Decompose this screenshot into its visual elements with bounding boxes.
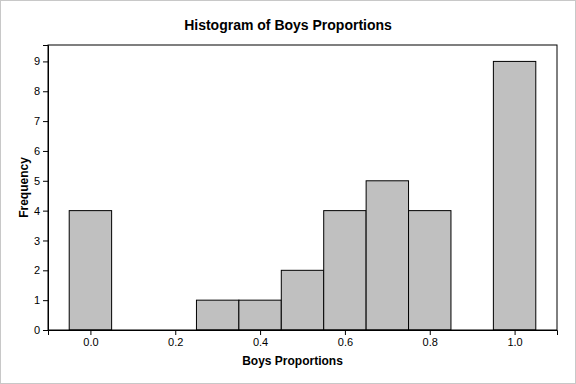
bar bbox=[281, 270, 323, 330]
x-tick-label: 0.0 bbox=[83, 336, 98, 348]
y-tick-label: 5 bbox=[34, 175, 40, 187]
x-axis-line bbox=[49, 331, 558, 336]
y-tick-mark bbox=[43, 240, 48, 241]
chart: 0.0 0.2 0.4 0.6 0.8 1.0 0 1 2 3 4 5 6 7 8 9 Histogram of… bbox=[0, 0, 576, 384]
y-tick-label: 6 bbox=[34, 145, 40, 157]
x-axis-title: Boys Proportions bbox=[242, 354, 343, 368]
x-tick-label: 0.8 bbox=[423, 336, 438, 348]
y-tick-label: 0 bbox=[34, 324, 40, 336]
x-tick: 0.2 bbox=[168, 330, 183, 348]
bars bbox=[69, 61, 536, 330]
y-tick: 6 bbox=[34, 145, 48, 157]
x-axis: 0.0 0.2 0.4 0.6 0.8 1.0 bbox=[49, 330, 558, 348]
y-tick-label: 8 bbox=[34, 85, 40, 97]
x-tick-mark bbox=[515, 330, 516, 335]
x-tick-mark bbox=[260, 330, 261, 335]
x-tick-mark bbox=[90, 330, 91, 335]
y-tick: 1 bbox=[34, 294, 48, 306]
plot-frame bbox=[48, 45, 557, 330]
x-tick-mark bbox=[430, 330, 431, 335]
y-tick-mark bbox=[43, 61, 48, 62]
bar bbox=[493, 61, 535, 330]
x-tick: 0.4 bbox=[253, 330, 268, 348]
y-tick-mark bbox=[43, 151, 48, 152]
x-tick-label: 0.2 bbox=[168, 336, 183, 348]
bar bbox=[196, 300, 238, 330]
y-tick-label: 9 bbox=[34, 55, 40, 67]
y-tick: 9 bbox=[34, 55, 48, 67]
y-tick-mark bbox=[43, 91, 48, 92]
y-tick-label: 2 bbox=[34, 264, 40, 276]
bar bbox=[409, 211, 451, 330]
y-axis-title: Frequency bbox=[17, 157, 31, 218]
y-tick: 5 bbox=[34, 175, 48, 187]
x-tick-label: 1.0 bbox=[507, 336, 522, 348]
plot-area bbox=[48, 45, 557, 330]
y-tick-mark bbox=[43, 330, 48, 331]
y-axis: 0 1 2 3 4 5 6 7 8 9 bbox=[34, 46, 49, 337]
x-tick-mark bbox=[175, 330, 176, 335]
title: Histogram of Boys Proportions bbox=[184, 17, 392, 33]
y-tick: 8 bbox=[34, 85, 48, 97]
y-tick-mark bbox=[43, 300, 48, 301]
y-tick-label: 7 bbox=[34, 115, 40, 127]
bar bbox=[69, 211, 111, 330]
background bbox=[1, 1, 576, 384]
x-tick-label: 0.6 bbox=[338, 336, 353, 348]
y-tick: 2 bbox=[34, 264, 48, 276]
x-tick-mark bbox=[345, 330, 346, 335]
y-tick-label: 4 bbox=[34, 205, 40, 217]
bar bbox=[239, 300, 281, 330]
bar bbox=[366, 181, 408, 330]
x-tick: 0.8 bbox=[423, 330, 438, 348]
x-tick: 0.0 bbox=[83, 330, 98, 348]
y-tick: 0 bbox=[34, 324, 48, 336]
y-tick-mark bbox=[43, 121, 48, 122]
x-tick: 1.0 bbox=[507, 330, 522, 348]
y-tick: 4 bbox=[34, 205, 48, 217]
y-tick-label: 3 bbox=[34, 234, 40, 246]
y-tick-label: 1 bbox=[34, 294, 40, 306]
y-tick-mark bbox=[43, 270, 48, 271]
y-tick-mark bbox=[43, 181, 48, 182]
y-tick: 7 bbox=[34, 115, 48, 127]
bar bbox=[324, 211, 366, 330]
y-tick: 3 bbox=[34, 234, 48, 246]
x-tick-label: 0.4 bbox=[253, 336, 268, 348]
y-tick-mark bbox=[43, 211, 48, 212]
x-tick: 0.6 bbox=[338, 330, 353, 348]
